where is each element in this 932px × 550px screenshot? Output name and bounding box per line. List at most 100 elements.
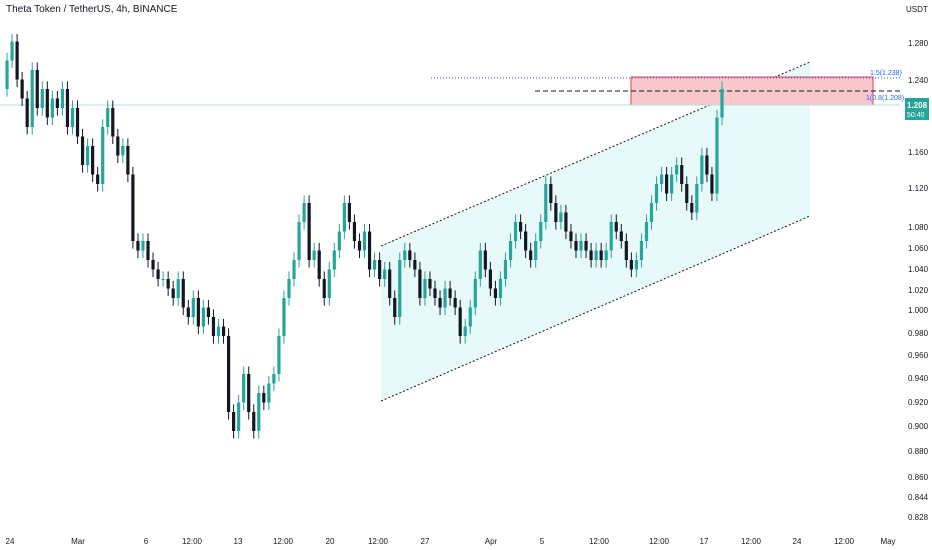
candle-body xyxy=(413,260,417,270)
x-tick-label: 12:00 xyxy=(649,537,670,546)
candle-body xyxy=(438,298,442,308)
candle-body xyxy=(393,298,397,317)
candle-body xyxy=(287,279,291,298)
x-tick-label: 5 xyxy=(540,537,545,546)
candle-body xyxy=(267,383,271,403)
candle-body xyxy=(257,393,261,431)
time-axis[interactable]: 24 Mar 6 12:00 13 12:00 20 12:00 27 Apr 5 12:00 12:0… xyxy=(6,537,896,546)
candle-body xyxy=(277,336,281,374)
candle-body xyxy=(337,231,341,251)
candle-body xyxy=(181,279,185,308)
candle-body xyxy=(594,250,598,260)
candle-body xyxy=(670,174,674,194)
candle-body xyxy=(534,241,538,260)
candle-body xyxy=(524,231,528,251)
candle-body xyxy=(60,89,65,108)
candle-body xyxy=(20,79,24,99)
candle-body xyxy=(614,222,618,232)
y-tick-label: 0.900 xyxy=(908,422,929,431)
candle-body xyxy=(468,307,472,327)
candle-body xyxy=(156,269,160,279)
y-tick-label: 0.860 xyxy=(908,473,929,482)
candle-body xyxy=(574,241,578,251)
candles xyxy=(5,33,724,439)
candle-body xyxy=(272,374,276,384)
candle-body xyxy=(634,260,639,270)
candle-body xyxy=(186,307,190,317)
candle-body xyxy=(493,288,498,298)
candle-body xyxy=(136,241,140,251)
x-tick-label: 12:00 xyxy=(368,537,389,546)
candle-body xyxy=(388,269,392,298)
candle-body xyxy=(85,146,90,165)
candle-body xyxy=(685,184,689,203)
y-tick-label: 0.844 xyxy=(908,493,929,502)
candle-body xyxy=(680,165,684,184)
candle-body xyxy=(201,307,205,327)
candle-body xyxy=(367,231,372,270)
candle-body xyxy=(624,241,628,260)
candle-body xyxy=(242,374,246,403)
y-tick-label: 1.240 xyxy=(908,76,929,85)
candle-body xyxy=(45,89,49,118)
y-tick-label: 1.120 xyxy=(908,184,929,193)
candle-body xyxy=(513,222,518,241)
x-tick-label: May xyxy=(880,537,895,546)
candle-body xyxy=(35,70,39,108)
candle-body xyxy=(106,108,110,127)
candle-body xyxy=(564,212,568,232)
bar-countdown: 50:40 xyxy=(907,112,925,119)
x-tick-label: Mar xyxy=(71,537,85,546)
candle-body xyxy=(508,241,513,260)
candle-body xyxy=(589,250,593,260)
candle-body xyxy=(347,203,352,222)
candle-body xyxy=(10,41,14,61)
x-tick-label: 12:00 xyxy=(589,537,610,546)
candle-body xyxy=(70,108,75,127)
y-tick-label: 1.080 xyxy=(908,223,929,232)
candle-body xyxy=(710,174,714,194)
candle-body xyxy=(378,260,382,279)
candle-body xyxy=(206,307,211,317)
candle-body xyxy=(639,241,644,260)
x-tick-label: 12:00 xyxy=(741,537,762,546)
candle-body xyxy=(599,250,603,260)
x-tick-label: 12:00 xyxy=(273,537,294,546)
candle-body xyxy=(453,298,457,308)
candle-body xyxy=(488,269,492,289)
candle-body xyxy=(559,212,563,222)
currency-label: USDT xyxy=(906,5,928,14)
candle-body xyxy=(448,288,452,298)
candle-body xyxy=(362,231,367,251)
candle-body xyxy=(675,165,679,175)
x-tick-label: 20 xyxy=(326,537,335,546)
candle-body xyxy=(549,184,553,203)
candle-body xyxy=(715,117,719,194)
candle-body xyxy=(191,298,195,317)
candle-body xyxy=(483,250,487,270)
candle-body xyxy=(55,98,59,108)
candle-body xyxy=(584,241,588,251)
candle-body xyxy=(569,231,573,241)
candle-body xyxy=(498,279,503,298)
candle-body xyxy=(665,174,669,194)
candle-body xyxy=(232,412,236,431)
candle-body xyxy=(544,184,548,222)
candle-body xyxy=(403,250,407,260)
candle-body xyxy=(317,250,321,279)
candle-body xyxy=(659,174,664,184)
x-tick-label: 17 xyxy=(700,537,709,546)
candle-body xyxy=(176,279,180,298)
y-tick-label: 0.960 xyxy=(908,351,929,360)
candle-body xyxy=(65,89,70,127)
candle-body xyxy=(644,222,649,241)
candle-body xyxy=(720,89,724,118)
channel-lower-line xyxy=(380,215,811,402)
last-price: 1.208 xyxy=(907,101,928,110)
y-tick-label: 1.280 xyxy=(908,39,929,48)
candle-body xyxy=(458,307,462,336)
y-tick-label: 0.880 xyxy=(908,447,929,456)
candle-body xyxy=(695,184,699,213)
candle-body xyxy=(649,203,654,222)
